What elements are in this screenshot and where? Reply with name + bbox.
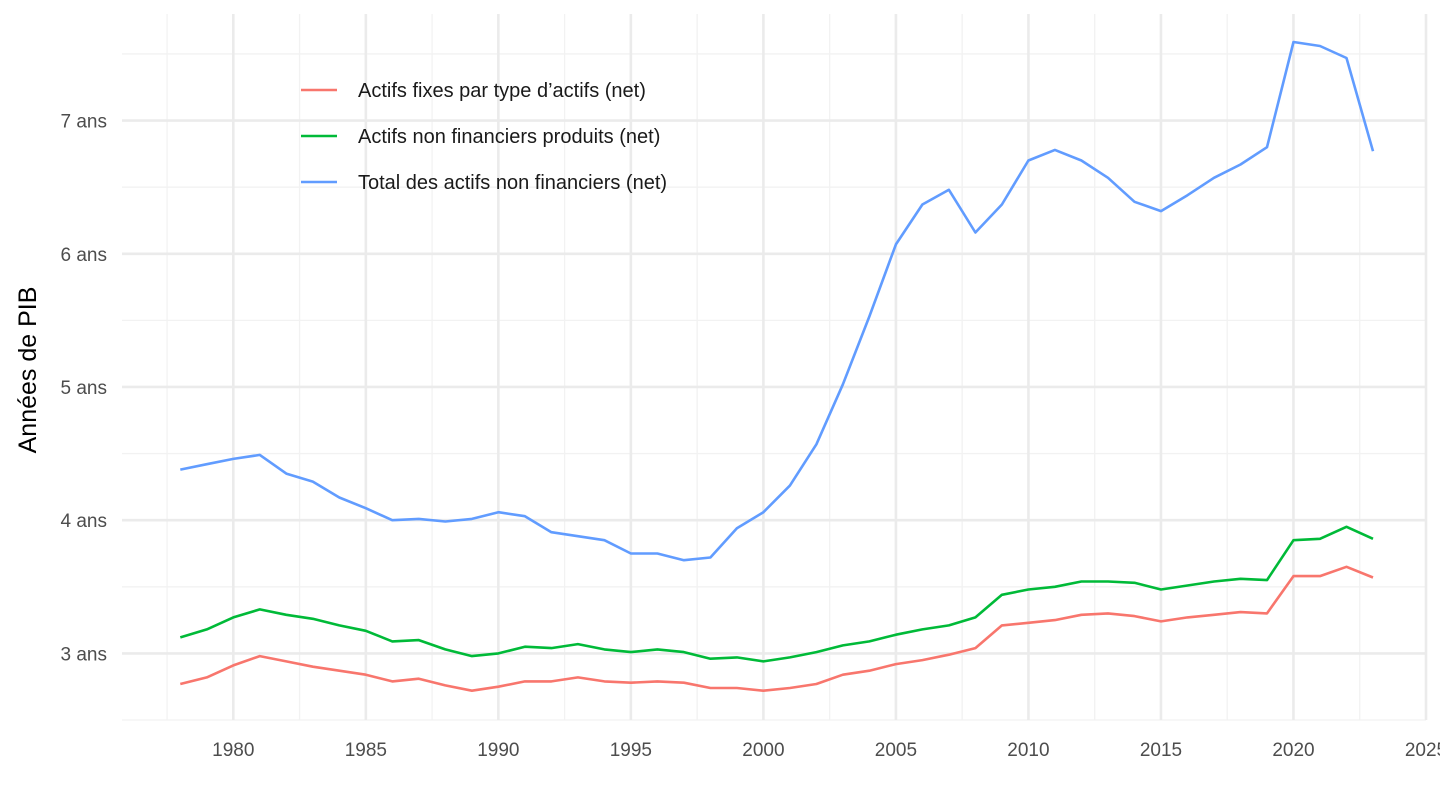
legend-label-1: Actifs fixes par type d’actifs (net) [358, 80, 646, 102]
series-line-1 [179, 565, 1374, 693]
x-tick-label: 2010 [1007, 740, 1049, 761]
legend-label-2: Actifs non financiers produits (net) [358, 126, 660, 148]
x-tick-label: 2025 [1405, 740, 1440, 761]
y-tick-label: 4 ans [61, 511, 107, 532]
x-tick-label: 1995 [610, 740, 652, 761]
x-axis-tick-labels: 1980 1985 1990 1995 2000 2005 2010 2015 2020 2025 [212, 740, 1440, 761]
x-tick-label: 2000 [742, 740, 784, 761]
series-line-3 [180, 40, 1375, 562]
x-tick-label: 2020 [1272, 740, 1314, 761]
y-axis-tick-labels: 3 ans 4 ans 5 ans 6 ans 7 ans [61, 112, 107, 666]
y-tick-label: 7 ans [61, 112, 107, 133]
y-tick-label: 6 ans [61, 245, 107, 266]
legend: Actifs fixes par type d’actifs (net) Acti… [301, 80, 667, 194]
x-tick-label: 1985 [345, 740, 387, 761]
y-tick-label: 3 ans [61, 644, 107, 665]
minor-gridlines [122, 14, 1426, 721]
x-tick-label: 2005 [875, 740, 917, 761]
x-tick-label: 2015 [1140, 740, 1182, 761]
x-tick-label: 1980 [212, 740, 254, 761]
x-tick-label: 1990 [477, 740, 519, 761]
major-gridlines [122, 14, 1428, 720]
series-line-2 [179, 525, 1374, 663]
y-tick-label: 5 ans [61, 378, 107, 399]
series-lines [179, 40, 1375, 693]
legend-label-3: Total des actifs non financiers (net) [358, 172, 667, 194]
y-axis-title: Années de PIB [14, 287, 42, 454]
